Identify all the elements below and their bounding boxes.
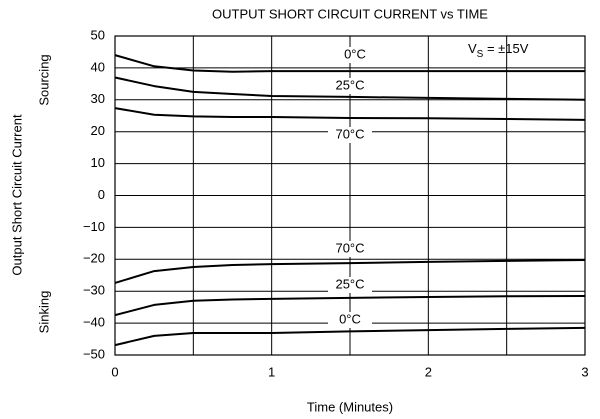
x-tick-label: 1 [268, 364, 275, 379]
plot-frame [114, 35, 586, 356]
y-tick-label: 40 [91, 59, 105, 74]
y-tick-label: −40 [83, 315, 105, 330]
annotation: Sinking [36, 291, 51, 334]
series-label: 25°C [335, 276, 364, 291]
y-tick-label: 30 [91, 91, 105, 106]
label-bg [328, 78, 372, 94]
label-bg [328, 241, 372, 257]
x-tick-label: 2 [425, 364, 432, 379]
label-bg [328, 312, 372, 328]
curve [114, 54, 585, 73]
label-bg [328, 277, 372, 293]
curve [114, 258, 586, 284]
y-axis-label: Output Short Circuit Current [9, 114, 24, 276]
annotation: Sourcing [36, 54, 51, 105]
y-tick-label: −30 [83, 283, 105, 298]
x-axis-label: Time (Minutes) [307, 399, 393, 414]
y-tick-label: 10 [91, 155, 105, 170]
y-tick-label: 20 [91, 123, 105, 138]
curve [114, 294, 586, 317]
supply-main: V [468, 41, 477, 56]
y-tick-label: −20 [83, 251, 105, 266]
y-tick-label: 50 [91, 27, 105, 42]
x-tick-label: 3 [581, 364, 588, 379]
chart-title: OUTPUT SHORT CIRCUIT CURRENT vs TIME [212, 6, 488, 21]
supply-annotation: VS = ±15V [468, 41, 529, 59]
series-label: 0°C [344, 46, 366, 61]
series-label: 0°C [339, 311, 361, 326]
curve [114, 326, 586, 347]
curve [114, 76, 586, 101]
label-bg [333, 47, 377, 63]
series-label: 25°C [335, 77, 364, 92]
label-bg [328, 127, 372, 143]
supply-rest: = ±15V [483, 41, 528, 56]
y-tick-label: −10 [83, 219, 105, 234]
series-label: 70°C [335, 240, 364, 255]
series-label: 70°C [335, 126, 364, 141]
x-tick-label: 0 [111, 364, 118, 379]
y-tick-label: 0 [98, 187, 105, 202]
y-tick-label: −50 [83, 346, 105, 361]
curve [114, 107, 586, 121]
supply-sub: S [477, 49, 484, 60]
